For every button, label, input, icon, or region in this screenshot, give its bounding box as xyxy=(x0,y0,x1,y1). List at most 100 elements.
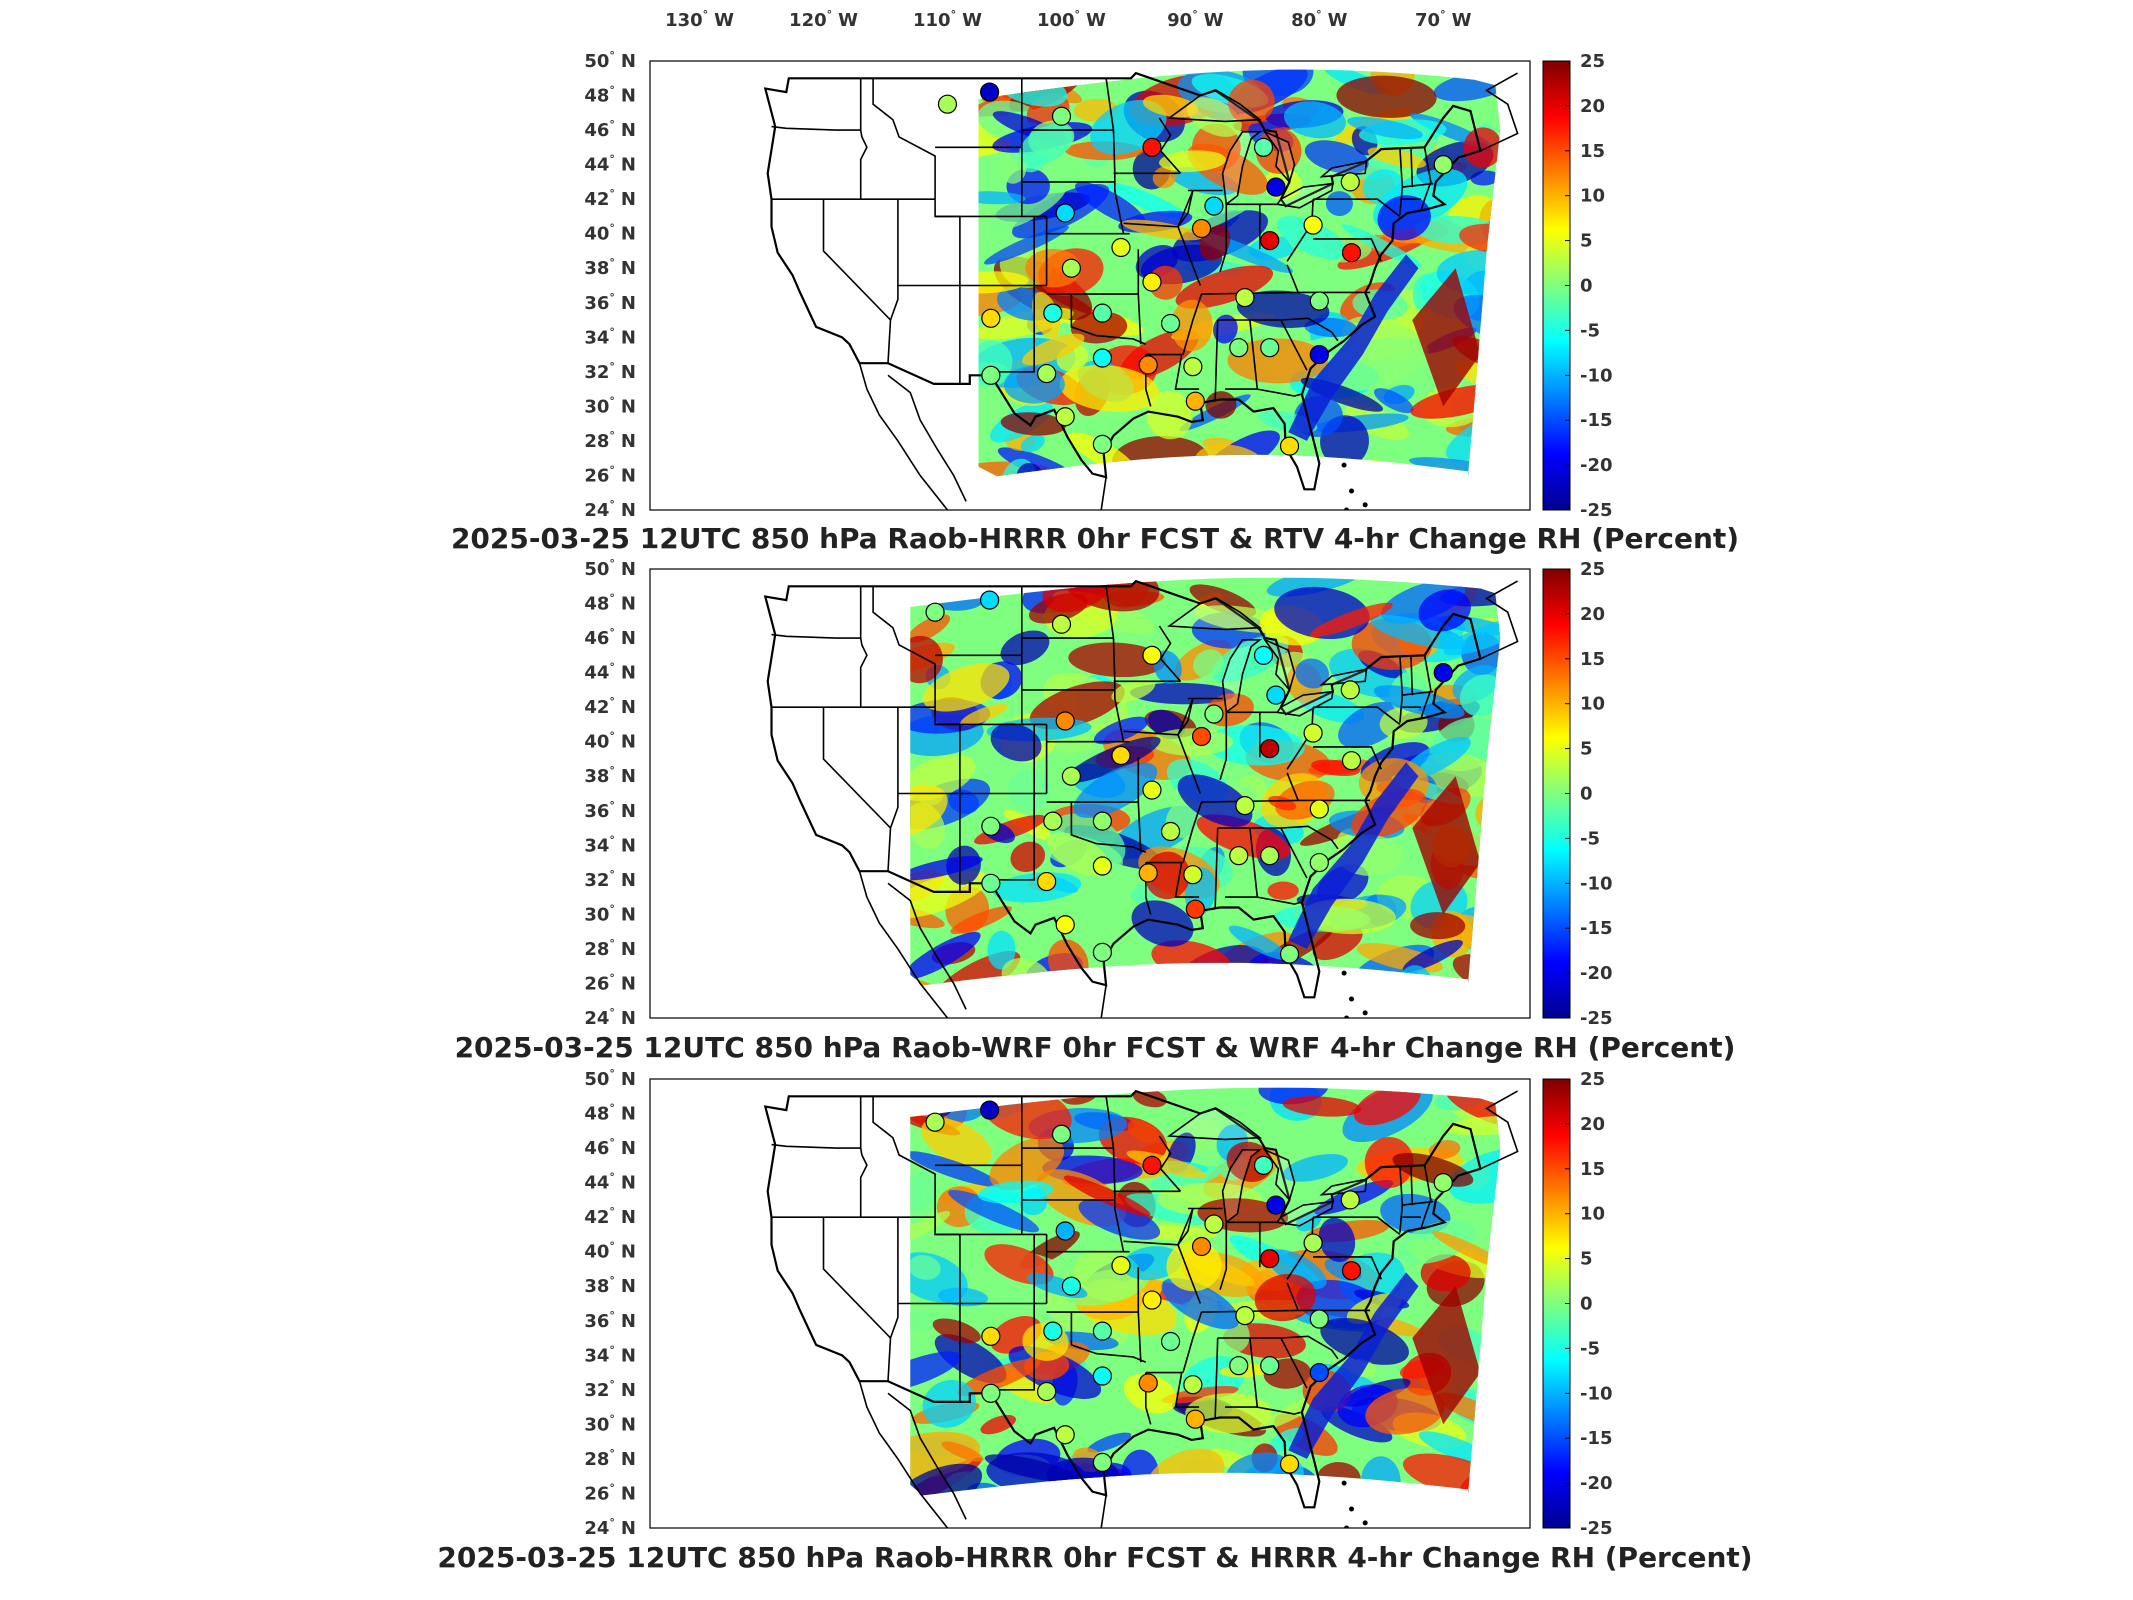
raob-station-marker xyxy=(1037,1381,1057,1402)
latitude-tick-label: 28° N xyxy=(584,1447,636,1470)
state-boundaries xyxy=(763,1089,1519,1528)
raob-station-marker xyxy=(1055,203,1075,223)
raob-station-marker xyxy=(1055,915,1075,935)
raob-station-marker xyxy=(1092,434,1112,454)
longitude-tick-label: 90° W xyxy=(1167,8,1224,31)
raob-station-marker xyxy=(1092,1366,1112,1386)
raob-station-marker xyxy=(1061,1276,1082,1296)
raob-station-marker xyxy=(1253,645,1274,665)
latitude-tick-label: 40° N xyxy=(584,222,636,245)
raob-station-marker xyxy=(1204,196,1224,216)
raob-station-marker xyxy=(1111,1255,1131,1276)
colorbar-tick-label: 15 xyxy=(1580,649,1605,670)
raob-station-marker xyxy=(1260,231,1280,251)
raob-station-marker xyxy=(1340,680,1360,700)
raob-station-marker xyxy=(1185,899,1205,919)
raob-station-marker xyxy=(1051,1124,1072,1144)
raob-station-marker xyxy=(1092,348,1112,368)
colorbar-tick-label: -25 xyxy=(1580,1518,1613,1539)
raob-station-marker xyxy=(1303,723,1323,743)
raob-station-marker xyxy=(1160,313,1181,334)
latitude-tick-label: 50° N xyxy=(584,557,636,580)
raob-station-marker xyxy=(1260,338,1280,358)
raob-station-marker xyxy=(1138,1373,1158,1393)
raob-station-marker xyxy=(1183,1375,1203,1395)
raob-station-markers xyxy=(937,82,1453,456)
colorbar-tick-label: 20 xyxy=(1580,96,1605,117)
colorbar-tick-label: -20 xyxy=(1580,1473,1613,1494)
latitude-tick-label: 30° N xyxy=(584,1412,636,1435)
panel-title: 2025-03-25 12UTC 850 hPa Raob-WRF 0hr FC… xyxy=(455,1031,1736,1064)
raob-station-marker xyxy=(1260,846,1280,866)
raob-station-marker xyxy=(1309,344,1329,365)
colorbar-tick-label: -15 xyxy=(1580,1428,1613,1449)
raob-station-marker xyxy=(1142,780,1162,800)
longitude-tick-label: 110° W xyxy=(913,8,982,31)
raob-station-marker xyxy=(1092,1321,1112,1341)
raob-station-marker xyxy=(1235,287,1255,308)
raob-station-marker xyxy=(1092,303,1112,323)
latitude-tick-label: 44° N xyxy=(584,661,636,684)
raob-station-marker xyxy=(980,590,1000,610)
raob-station-marker xyxy=(1138,863,1158,883)
raob-station-marker xyxy=(1055,1221,1075,1241)
colorbar: 25 20 15 10 5 0 -5 -10 -15 -20 -25 xyxy=(1542,51,1613,521)
latitude-tick-label: 34° N xyxy=(584,1343,636,1366)
raob-station-marker xyxy=(925,602,945,622)
raob-station-marker xyxy=(1204,1214,1224,1234)
raob-station-marker xyxy=(980,82,1000,102)
latitude-tick-label: 24° N xyxy=(584,1006,636,1029)
raob-station-marker xyxy=(1229,846,1249,866)
panel-title: 2025-03-25 12UTC 850 hPa Raob-HRRR 0hr F… xyxy=(437,1541,1752,1574)
raob-station-marker xyxy=(981,308,1001,328)
colorbar-tick-label: 15 xyxy=(1580,141,1605,162)
map-frame-border xyxy=(649,568,1531,1019)
raob-station-markers xyxy=(925,590,1453,964)
colorbar-tick-label: -10 xyxy=(1580,365,1613,386)
latitude-tick-labels: 50° N 48° N 46° N 44° N 42° N 40° N 38° N 36° N 34° N 32° N… xyxy=(584,1067,636,1539)
raob-station-marker xyxy=(1253,1155,1274,1175)
raob-station-marker xyxy=(1303,1233,1323,1253)
raob-station-marker xyxy=(1191,218,1212,239)
raob-station-marker xyxy=(1341,243,1362,263)
colorbar: 25 20 15 10 5 0 -5 -10 -15 -20 -25 xyxy=(1542,1069,1613,1539)
raob-station-marker xyxy=(1433,1173,1453,1193)
raob-station-markers xyxy=(925,1100,1453,1474)
colorbar-tick-label: -5 xyxy=(1580,320,1600,341)
latitude-tick-label: 46° N xyxy=(584,626,636,649)
colorbar-tick-label: 10 xyxy=(1580,1204,1605,1225)
latitude-tick-label: 30° N xyxy=(584,394,636,417)
latitude-tick-label: 36° N xyxy=(584,799,636,822)
latitude-tick-labels: 50° N 48° N 46° N 44° N 42° N 40° N 38° N 36° N 34° N 32° N… xyxy=(584,557,636,1029)
raob-station-marker xyxy=(937,94,958,114)
raob-station-marker xyxy=(1260,1248,1280,1269)
raob-station-marker xyxy=(1092,1452,1112,1472)
colorbar-tick-label: 0 xyxy=(1580,276,1593,297)
latitude-tick-label: 36° N xyxy=(584,291,636,314)
raob-station-marker xyxy=(1142,272,1162,292)
map-frame-border xyxy=(649,60,1531,511)
raob-station-marker xyxy=(1183,865,1203,885)
colorbar-tick-label: -25 xyxy=(1580,1008,1613,1029)
colorbar-tick-label: 20 xyxy=(1580,1114,1605,1135)
raob-station-marker xyxy=(1043,811,1063,831)
raob-station-marker xyxy=(1341,1261,1362,1281)
colorbar-tick-label: -25 xyxy=(1580,500,1613,521)
latitude-tick-label: 46° N xyxy=(584,118,636,141)
latitude-tick-label: 28° N xyxy=(584,429,636,452)
panel-title: 2025-03-25 12UTC 850 hPa Raob-HRRR 0hr F… xyxy=(451,522,1739,555)
latitude-tick-label: 34° N xyxy=(584,325,636,348)
raob-station-marker xyxy=(1092,811,1112,831)
latitude-tick-label: 40° N xyxy=(584,730,636,753)
colorbar-tick-label: 5 xyxy=(1580,1249,1593,1270)
state-boundaries xyxy=(763,579,1519,1018)
latitude-tick-label: 32° N xyxy=(584,1378,636,1401)
colorbar-tick-label: -10 xyxy=(1580,873,1613,894)
latitude-tick-label: 32° N xyxy=(584,360,636,383)
raob-station-marker xyxy=(1037,871,1057,892)
raob-station-marker xyxy=(1235,795,1255,816)
rh-change-field xyxy=(910,1087,1501,1496)
latitude-tick-label: 40° N xyxy=(584,1240,636,1263)
raob-station-marker xyxy=(981,816,1001,836)
latitude-tick-label: 48° N xyxy=(584,1102,636,1125)
